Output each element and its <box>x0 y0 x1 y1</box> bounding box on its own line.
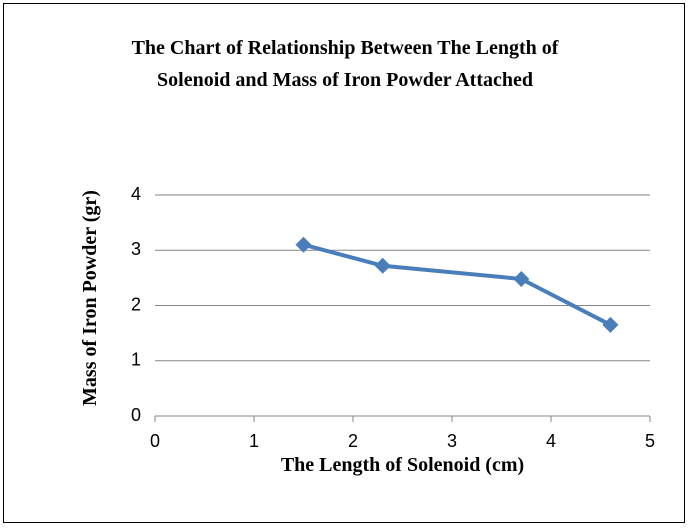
y-tick-label: 0 <box>131 405 141 425</box>
y-tick-label: 1 <box>131 350 141 370</box>
x-tick-label: 2 <box>348 431 358 451</box>
y-tick-label: 3 <box>131 239 141 259</box>
x-tick-label: 5 <box>645 431 655 451</box>
y-tick-label: 2 <box>131 294 141 314</box>
data-point <box>295 236 312 253</box>
x-tick-label: 3 <box>447 431 457 451</box>
y-axis-label: Mass of Iron Powder (gr) <box>79 190 101 406</box>
y-tick-label: 4 <box>131 184 141 204</box>
series-line <box>302 242 612 327</box>
x-tick-label: 4 <box>546 431 556 451</box>
data-point <box>602 316 619 333</box>
data-point <box>374 257 391 274</box>
chart-frame <box>3 3 685 523</box>
chart-title: The Chart of Relationship Between The Le… <box>131 37 559 91</box>
x-tick-label: 0 <box>150 431 160 451</box>
x-axis-label: The Length of Solenoid (cm) <box>280 454 525 476</box>
x-tick-label: 1 <box>249 431 259 451</box>
data-point <box>513 270 530 287</box>
